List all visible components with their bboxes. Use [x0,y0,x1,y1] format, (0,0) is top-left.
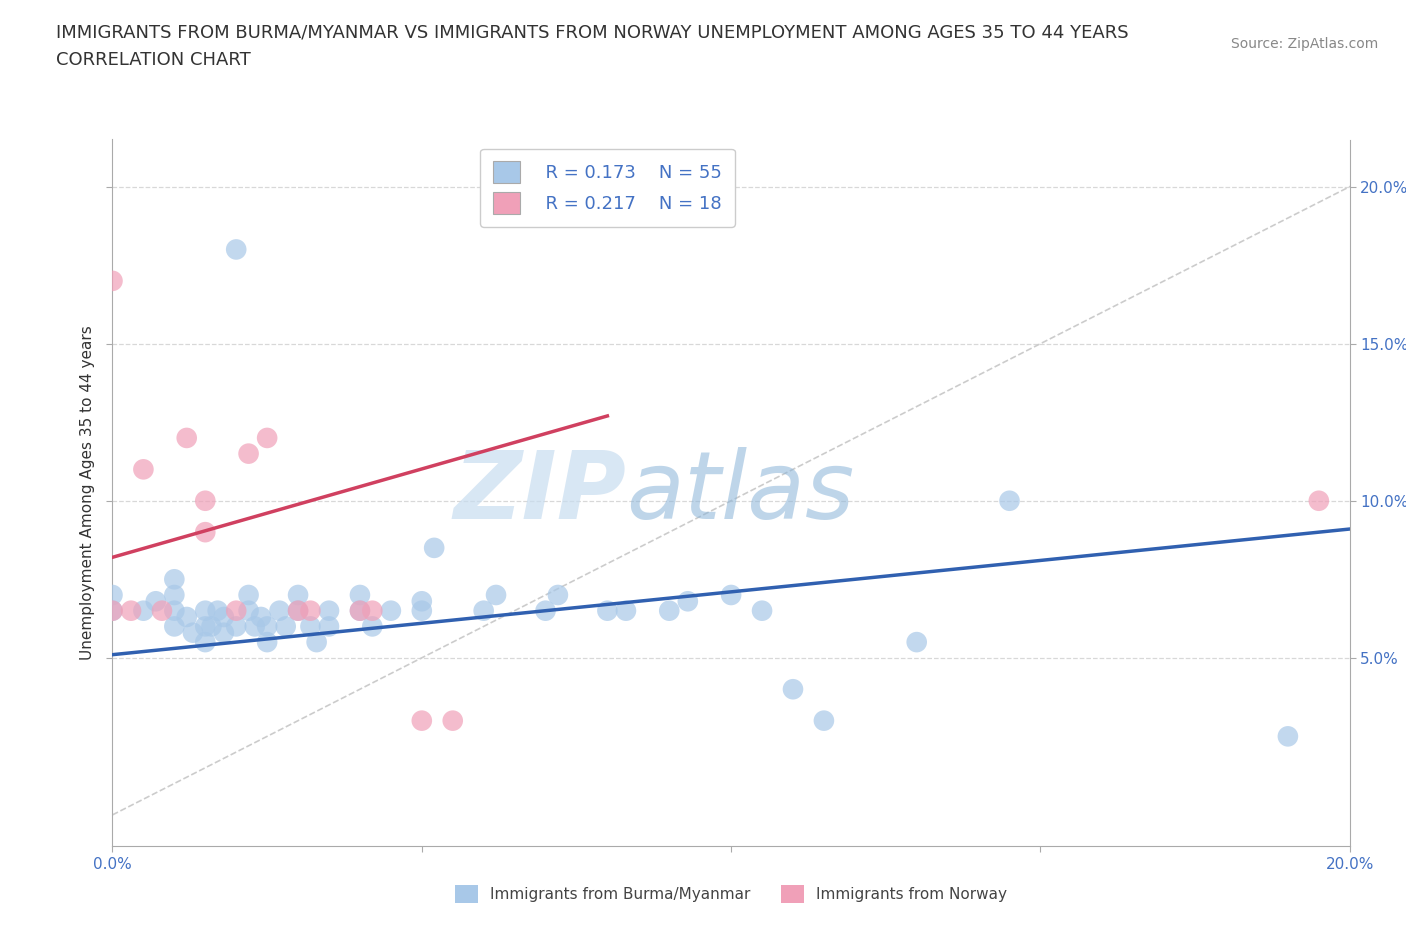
Point [269,604,291,618]
Point [256,431,278,445]
Point [1308,493,1330,508]
Point [782,682,804,697]
Point [225,604,247,618]
Point [238,604,260,618]
Point [101,273,124,288]
Point [349,604,371,618]
Point [176,609,198,624]
Point [101,604,124,618]
Point [225,619,247,634]
Point [101,604,124,618]
Text: Source: ZipAtlas.com: Source: ZipAtlas.com [1230,37,1378,51]
Text: IMMIGRANTS FROM BURMA/MYANMAR VS IMMIGRANTS FROM NORWAY UNEMPLOYMENT AMONG AGES : IMMIGRANTS FROM BURMA/MYANMAR VS IMMIGRA… [56,23,1129,41]
Point [411,604,433,618]
Point [658,604,681,618]
Point [200,619,222,634]
Point [547,588,569,603]
Point [411,713,433,728]
Point [163,588,186,603]
Point [238,588,260,603]
Point [212,609,235,624]
Y-axis label: Unemployment Among Ages 35 to 44 years: Unemployment Among Ages 35 to 44 years [80,326,96,660]
Point [751,604,773,618]
Point [163,604,186,618]
Point [132,604,155,618]
Point [411,594,433,609]
Point [287,604,309,618]
Point [676,594,699,609]
Point [212,625,235,640]
Point [318,604,340,618]
Point [423,540,446,555]
Point [194,525,217,539]
Point [150,604,173,618]
Point [361,604,384,618]
Point [1277,729,1299,744]
Point [299,604,322,618]
Point [287,604,309,618]
Text: CORRELATION CHART: CORRELATION CHART [56,51,252,69]
Point [194,604,217,618]
Point [163,619,186,634]
Point [256,634,278,649]
Point [176,431,198,445]
Point [299,619,322,634]
Point [163,572,186,587]
Point [720,588,742,603]
Text: ZIP: ZIP [453,447,626,538]
Point [614,604,637,618]
Point [287,588,309,603]
Point [145,594,167,609]
Point [238,446,260,461]
Point [441,713,464,728]
Point [472,604,495,618]
Point [243,619,266,634]
Point [181,625,204,640]
Point [534,604,557,618]
Point [194,619,217,634]
Point [349,588,371,603]
Point [256,619,278,634]
Point [225,242,247,257]
Point [998,493,1021,508]
Point [596,604,619,618]
Point [120,604,142,618]
Point [905,634,928,649]
Point [485,588,508,603]
Point [361,619,384,634]
Point [349,604,371,618]
Point [318,619,340,634]
Legend: Immigrants from Burma/Myanmar, Immigrants from Norway: Immigrants from Burma/Myanmar, Immigrant… [449,879,1014,910]
Point [207,604,229,618]
Point [101,588,124,603]
Point [250,609,273,624]
Point [813,713,835,728]
Text: atlas: atlas [626,447,855,538]
Point [305,634,328,649]
Point [380,604,402,618]
Point [132,462,155,477]
Point [274,619,297,634]
Point [194,493,217,508]
Point [194,634,217,649]
